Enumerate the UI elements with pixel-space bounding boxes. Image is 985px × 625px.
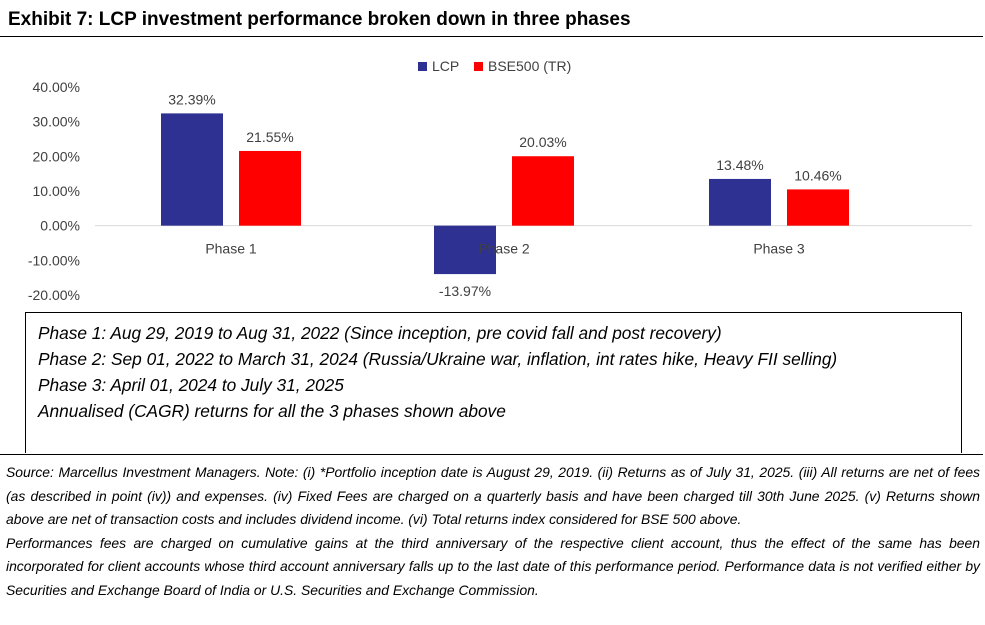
y-tick-label: 30.00% [33, 114, 80, 130]
legend-label-lcp: LCP [432, 58, 459, 74]
bar-lcp-2 [434, 225, 496, 275]
y-axis: 40.00% 30.00% 20.00% 10.00% 0.00% -10.00% -20.… [28, 79, 80, 303]
y-tick-label: 40.00% [33, 79, 80, 95]
y-tick-label: 20.00% [33, 148, 80, 164]
source-paragraph-1: Source: Marcellus Investment Managers. N… [6, 464, 980, 528]
source-paragraph-2: Performances fees are charged on cumulat… [6, 534, 980, 598]
data-label-bse500-1: 21.55% [246, 129, 293, 145]
y-tick-label: 10.00% [33, 183, 80, 199]
category-label-phase-3: Phase 3 [753, 241, 805, 257]
legend-label-bse500: BSE500 (TR) [488, 58, 571, 74]
category-label-phase-1: Phase 1 [205, 241, 257, 257]
bars-group [161, 113, 849, 275]
data-label-lcp-3: 13.48% [716, 157, 763, 173]
bar-lcp-1 [161, 113, 223, 226]
bar-bse500-1 [239, 150, 301, 226]
phase-notes-box: Phase 1: Aug 29, 2019 to Aug 31, 2022 (S… [25, 312, 962, 453]
category-label-phase-2: Phase 2 [478, 241, 530, 257]
bar-lcp-3 [709, 178, 771, 226]
y-tick-label: -20.00% [28, 287, 80, 303]
note-phase-2: Phase 2: Sep 01, 2022 to March 31, 2024 … [38, 349, 838, 369]
legend-swatch-lcp [418, 62, 427, 71]
chart-legend: LCP BSE500 (TR) [418, 58, 571, 74]
bar-chart: LCP BSE500 (TR) 40.00% 30.00% 20.00% 10.00%… [28, 58, 972, 303]
data-label-lcp-2: -13.97% [439, 283, 491, 299]
source-footnote: Source: Marcellus Investment Managers. N… [6, 461, 980, 603]
y-tick-label: 0.00% [40, 218, 80, 234]
title-divider [0, 36, 983, 37]
legend-swatch-bse500 [474, 62, 483, 71]
category-labels: Phase 1 Phase 2 Phase 3 [205, 241, 805, 257]
note-cagr: Annualised (CAGR) returns for all the 3 … [38, 401, 506, 421]
source-divider [0, 454, 983, 455]
bar-bse500-3 [787, 189, 849, 226]
data-label-bse500-3: 10.46% [794, 167, 841, 183]
note-phase-3: Phase 3: April 01, 2024 to July 31, 2025 [38, 375, 344, 395]
exhibit-title: Exhibit 7: LCP investment performance br… [8, 9, 631, 30]
y-tick-label: -10.00% [28, 252, 80, 268]
bar-bse500-2 [512, 156, 574, 226]
data-label-lcp-1: 32.39% [168, 91, 215, 107]
data-labels: 32.39% 21.55% -13.97% 20.03% 13.48% 10.46% [168, 91, 841, 299]
note-phase-1: Phase 1: Aug 29, 2019 to Aug 31, 2022 (S… [38, 323, 722, 343]
data-label-bse500-2: 20.03% [519, 134, 566, 150]
